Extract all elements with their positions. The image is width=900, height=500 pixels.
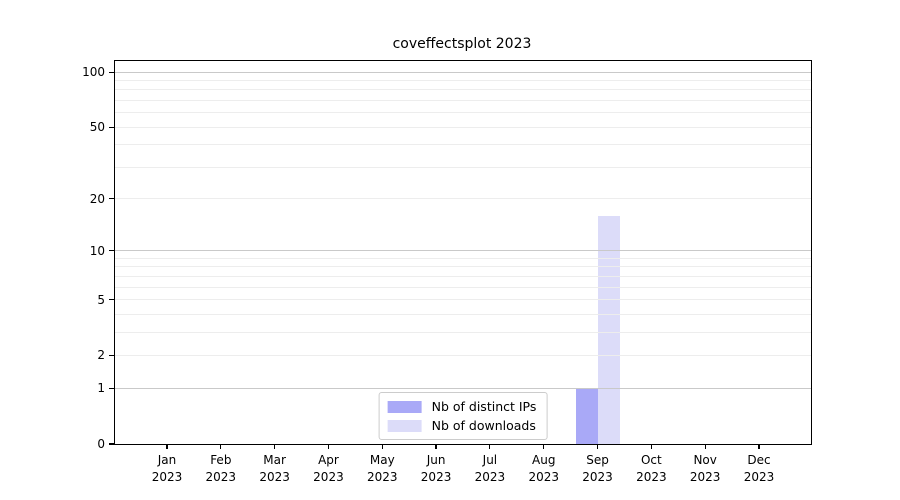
bar-sep-distinct-ips xyxy=(575,388,598,444)
legend: Nb of distinct IPs Nb of downloads xyxy=(378,392,548,440)
xtick-label-nov: Nov 2023 xyxy=(689,453,721,484)
xtick-mark-feb xyxy=(220,444,222,449)
legend-swatch-downloads xyxy=(387,419,422,432)
legend-label-downloads: Nb of downloads xyxy=(431,418,536,433)
gridline-major-1 xyxy=(115,387,811,389)
xtick-mark-nov xyxy=(704,444,706,449)
xtick-label-jan: Jan 2023 xyxy=(151,453,183,484)
legend-swatch-distinct-ips xyxy=(387,400,422,413)
xtick-mark-may xyxy=(381,444,383,449)
xtick-label-sep: Sep 2023 xyxy=(582,453,613,484)
xtick-label-may: May 2023 xyxy=(366,453,398,484)
xtick-mark-oct xyxy=(650,444,652,449)
ytick-mark-1 xyxy=(109,387,114,389)
ytick-mark-0 xyxy=(109,443,114,445)
xtick-mark-jul xyxy=(489,444,491,449)
ytick-label-50: 50 xyxy=(89,120,105,135)
gridline-minor-90 xyxy=(115,80,811,82)
gridline-minor-80 xyxy=(115,89,811,91)
ytick-mark-20 xyxy=(109,198,114,200)
xtick-mark-sep xyxy=(596,444,599,449)
xtick-mark-apr xyxy=(327,444,330,449)
gridline-minor-2 xyxy=(115,354,811,356)
xtick-label-dec: Dec 2023 xyxy=(743,453,775,484)
gridline-minor-3 xyxy=(115,331,811,333)
gridline-minor-60 xyxy=(115,112,811,114)
ytick-label-0: 0 xyxy=(97,437,105,451)
gridline-minor-5 xyxy=(115,299,811,301)
legend-label-distinct-ips: Nb of distinct IPs xyxy=(431,399,537,414)
ytick-mark-100 xyxy=(109,71,114,73)
gridline-minor-4 xyxy=(115,313,811,315)
ytick-label-1: 1 xyxy=(97,381,105,396)
ytick-label-10: 10 xyxy=(89,243,105,258)
ytick-mark-10 xyxy=(109,250,114,252)
gridline-minor-9 xyxy=(115,257,811,259)
chart-title: coveffectsplot 2023 xyxy=(392,36,532,52)
xtick-label-feb: Feb 2023 xyxy=(205,453,237,484)
xtick-label-jun: Jun 2023 xyxy=(420,453,452,484)
gridline-minor-50 xyxy=(115,126,811,128)
ytick-label-20: 20 xyxy=(89,191,105,206)
ytick-mark-50 xyxy=(109,126,114,128)
xtick-mark-aug xyxy=(543,444,545,449)
plot-area: 0 1 2 5 10 20 50 100 Jan 2023 Feb 2023 Mar 2023 Apr… xyxy=(82,60,812,484)
gridline-minor-70 xyxy=(115,100,811,102)
xtick-label-aug: Aug 2023 xyxy=(528,453,559,484)
gridline-minor-6 xyxy=(115,286,811,288)
xtick-mark-jan xyxy=(166,444,168,449)
legend-row-downloads: Nb of downloads xyxy=(387,418,537,433)
ytick-label-100: 100 xyxy=(82,65,105,80)
xtick-label-apr: Apr 2023 xyxy=(313,453,344,484)
gridline-minor-40 xyxy=(115,144,811,146)
xtick-mark-jun xyxy=(435,444,437,449)
gridline-minor-20 xyxy=(115,198,811,200)
gridline-minor-8 xyxy=(115,266,811,268)
bar-sep-downloads xyxy=(597,215,620,444)
gridline-minor-30 xyxy=(115,166,811,168)
ytick-mark-2 xyxy=(109,354,114,357)
ytick-label-5: 5 xyxy=(97,292,105,307)
ytick-mark-5 xyxy=(109,299,114,301)
xtick-label-mar: Mar 2023 xyxy=(259,453,290,484)
gridline-major-10 xyxy=(115,250,811,252)
xtick-mark-dec xyxy=(758,444,760,449)
gridline-minor-7 xyxy=(115,275,811,277)
legend-row-distinct-ips: Nb of distinct IPs xyxy=(387,399,537,414)
xtick-label-oct: Oct 2023 xyxy=(636,453,667,484)
xtick-mark-mar xyxy=(274,444,276,449)
gridline-major-100 xyxy=(115,71,811,73)
xtick-label-jul: Jul 2023 xyxy=(474,453,506,484)
ytick-label-2: 2 xyxy=(97,348,105,363)
